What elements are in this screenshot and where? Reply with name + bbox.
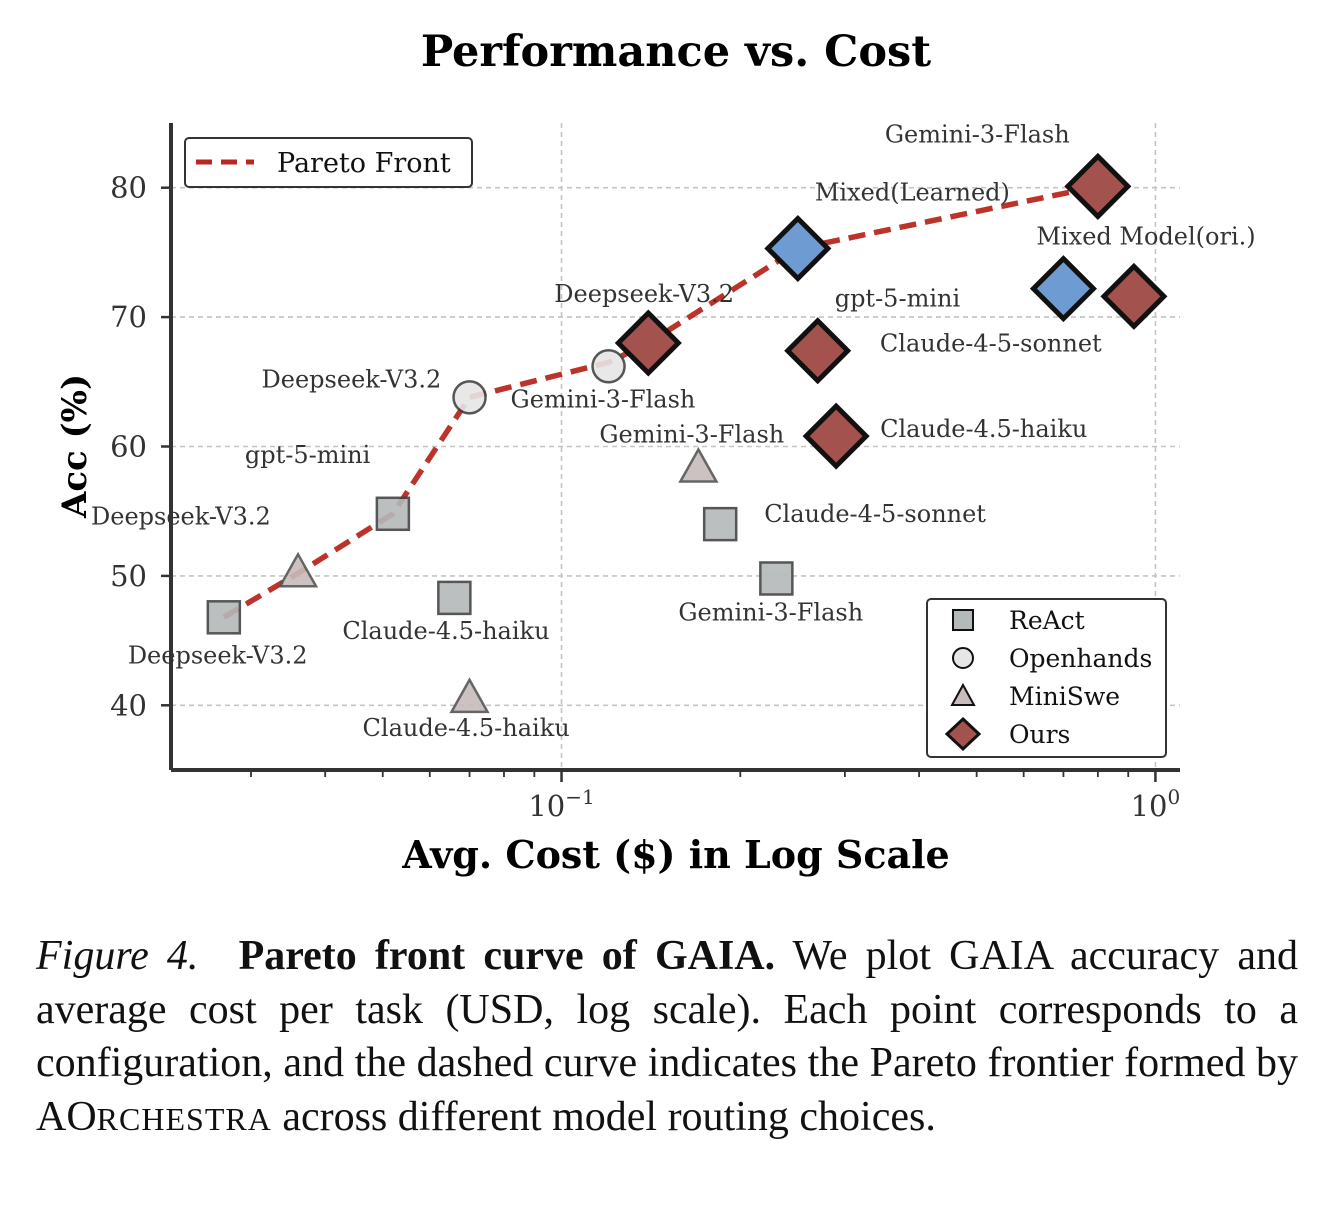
axes: 40 50 60 70 80 10−1 100	[110, 123, 1180, 823]
point-label: Claude-4.5-haiku	[880, 415, 1087, 443]
caption-text-2: across different model routing choices.	[282, 1093, 936, 1140]
square-marker	[702, 506, 738, 542]
point-label: Gemini-3-Flash	[885, 120, 1070, 148]
y-tick-label: 50	[110, 559, 147, 593]
method-name: AORCHESTRA	[36, 1094, 272, 1140]
method-name-first: AO	[36, 1093, 97, 1140]
x-axis-label: Avg. Cost ($) in Log Scale	[401, 832, 949, 877]
square-marker	[206, 600, 242, 635]
point-label: Gemini-3-Flash	[511, 385, 696, 413]
pareto-legend-box	[184, 137, 473, 188]
legend-openhands-label: Openhands	[1009, 644, 1152, 673]
point-label: Deepseek-V3.2	[554, 280, 734, 308]
diamond-marker	[1064, 152, 1132, 220]
point-label: Deepseek-V3.2	[262, 365, 442, 393]
point-label: Claude-4-5-sonnet	[880, 329, 1102, 357]
pareto-front-line	[222, 183, 1099, 620]
point-label: Mixed Model(ori.)	[1036, 223, 1255, 251]
diamond-marker	[784, 317, 852, 385]
y-tick-label: 70	[110, 300, 147, 334]
point-label: gpt-5-mini	[835, 285, 961, 313]
diamond-marker	[764, 214, 832, 283]
square-marker	[437, 580, 472, 616]
diamond-marker	[802, 402, 870, 470]
y-tick-label: 40	[110, 688, 147, 722]
diamond-marker	[614, 309, 682, 377]
circle-marker	[591, 349, 626, 384]
chart-title: Performance vs. Cost	[421, 27, 931, 77]
point-label: Mixed(Learned)	[815, 179, 1010, 207]
figure-label: Figure 4.	[36, 933, 199, 979]
point-label: Claude-4.5-haiku	[342, 617, 549, 645]
legend-square-icon	[952, 609, 974, 631]
pareto-chart: Performance vs. Cost Deepseek-V3.2 gpt-5-…	[55, 27, 1256, 877]
point-label: Deepseek-V3.2	[91, 502, 271, 530]
diamond-marker	[1029, 255, 1097, 323]
diamond-marker	[1100, 262, 1168, 330]
x-tick-label: 10−1	[528, 785, 594, 823]
point-label: Claude-4.5-haiku	[363, 714, 570, 742]
circle-marker	[452, 380, 487, 415]
legend-circle-icon	[952, 647, 974, 669]
caption-text-1: We plot GAIA accuracy and average cost p…	[36, 933, 1298, 1086]
legend-triangle-icon	[950, 682, 976, 706]
square-marker	[759, 561, 794, 596]
point-label: gpt-5-mini	[245, 441, 371, 469]
square-marker	[375, 496, 411, 532]
marker-legend: ReAct Openhands MiniSwe Ours	[926, 598, 1167, 758]
point-label: Gemini-3-Flash	[599, 420, 784, 448]
figure-caption: Figure 4. Pareto front curve of GAIA. We…	[36, 930, 1298, 1146]
legend-react-label: ReAct	[1009, 606, 1085, 635]
y-tick-label: 60	[110, 430, 147, 464]
legend-diamond-icon	[944, 716, 982, 752]
method-name-rest: RCHESTRA	[96, 1100, 272, 1137]
triangle-marker	[277, 551, 319, 588]
marker-legend-box	[926, 598, 1167, 758]
point-labels: Deepseek-V3.2 gpt-5-mini Claude-4.5-haiku C…	[91, 120, 1256, 741]
point-label: Claude-4-5-sonnet	[764, 500, 986, 528]
pareto-legend-label: Pareto Front	[277, 148, 451, 179]
pareto-legend: Pareto Front	[184, 137, 473, 188]
pareto-front-layer	[222, 183, 1099, 620]
caption-title: Pareto front curve of GAIA.	[238, 933, 776, 979]
x-tick-label: 100	[1131, 785, 1181, 823]
y-tick-label: 80	[110, 171, 147, 205]
triangle-marker	[449, 677, 490, 714]
y-axis-label: Acc (%)	[55, 374, 95, 519]
data-markers	[206, 152, 1168, 714]
point-label: Deepseek-V3.2	[128, 641, 308, 669]
triangle-marker	[678, 446, 719, 483]
legend-miniswe-label: MiniSwe	[1009, 682, 1120, 711]
legend-ours-label: Ours	[1009, 720, 1070, 749]
point-label: Gemini-3-Flash	[678, 598, 863, 626]
